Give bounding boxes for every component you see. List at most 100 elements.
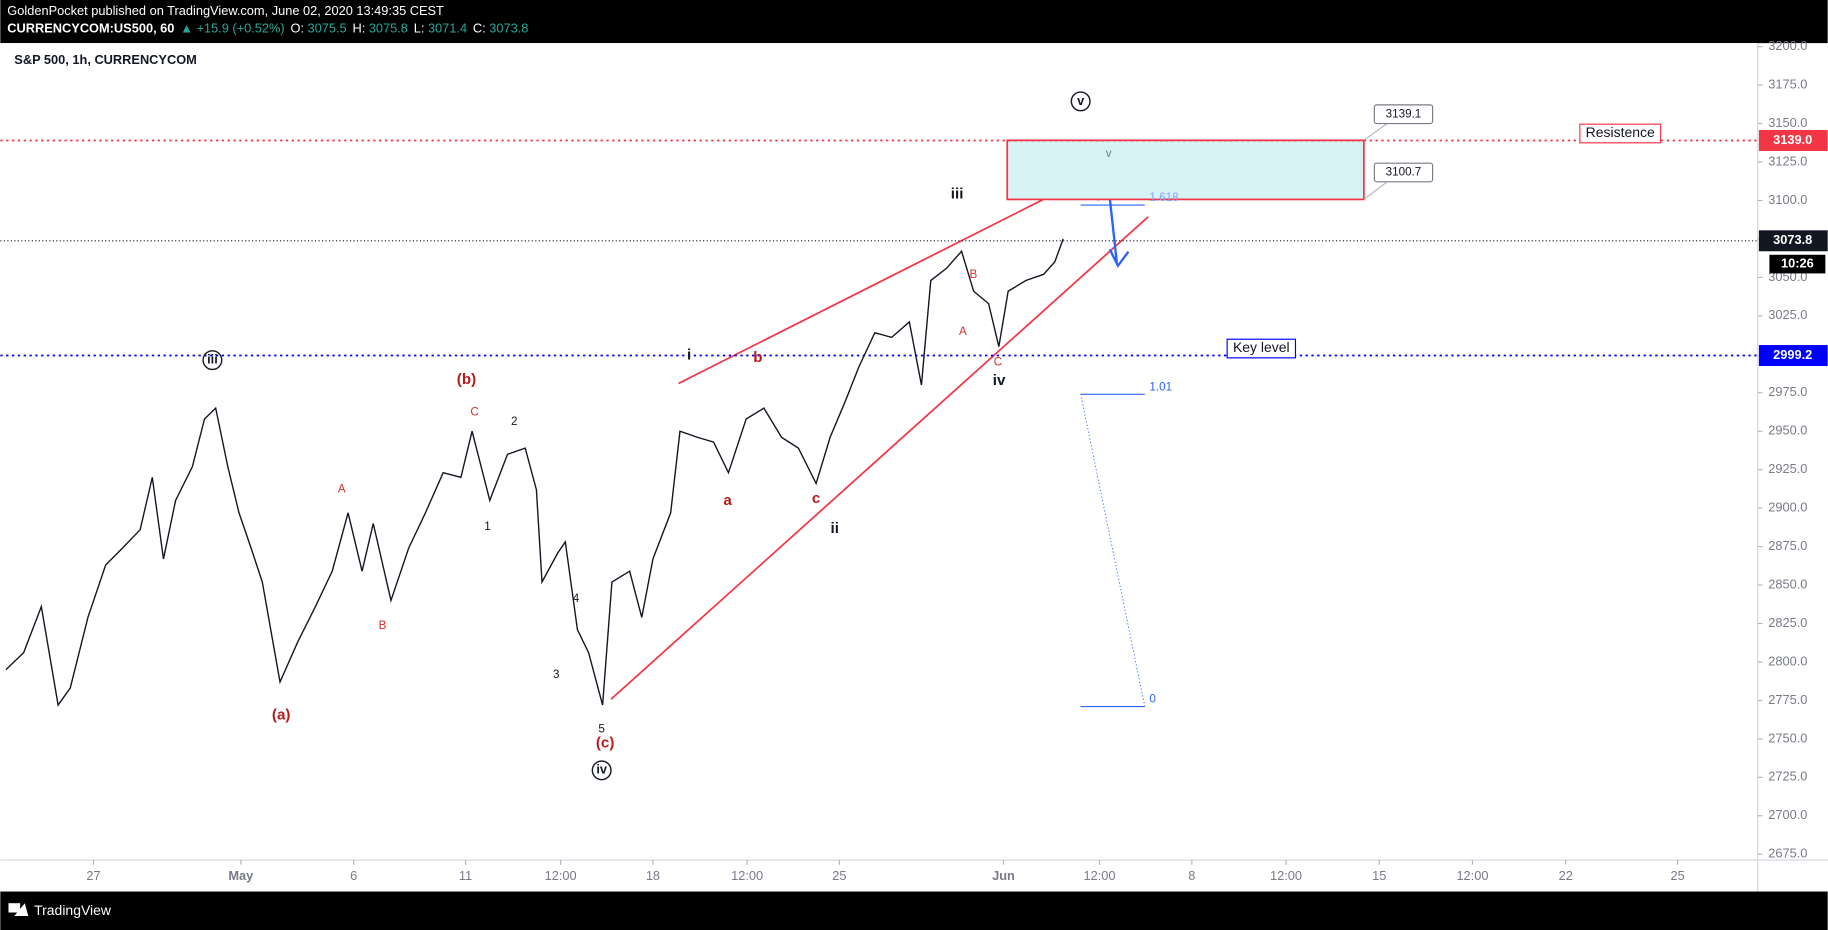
header-bar bbox=[0, 0, 1828, 44]
wave-label: iii bbox=[207, 352, 218, 367]
fib-label: 1.01 bbox=[1149, 380, 1172, 393]
wave-label: iv bbox=[596, 762, 608, 777]
ohlc-label: C: bbox=[473, 21, 486, 36]
wave-label: C bbox=[994, 356, 1002, 369]
ohlc-label: H: bbox=[352, 21, 365, 36]
wave-label: b bbox=[753, 349, 762, 366]
y-tick-label: 3150.0 bbox=[1768, 115, 1807, 130]
y-tick-label: 2800.0 bbox=[1768, 653, 1807, 668]
y-tick-label: 2725.0 bbox=[1768, 769, 1807, 784]
x-tick-label: Jun bbox=[992, 868, 1015, 883]
level-text: Resistence bbox=[1586, 124, 1655, 140]
wave-label: 3 bbox=[553, 668, 559, 681]
x-tick-label: 8 bbox=[1188, 868, 1195, 883]
wave-label: 5 bbox=[598, 723, 604, 736]
countdown-box bbox=[1769, 254, 1826, 274]
ohlc-value: 3073.8 bbox=[489, 21, 528, 36]
callout-pointer bbox=[1363, 123, 1388, 141]
x-tick-label: 27 bbox=[86, 868, 100, 883]
wave-circle bbox=[202, 350, 223, 371]
wave-label: A bbox=[338, 483, 346, 496]
chart-title: S&P 500, 1h, CURRENCYCOM bbox=[14, 52, 197, 67]
y-tick-label: 3100.0 bbox=[1768, 192, 1807, 207]
header-change: ▲ +15.9 (+0.52%) bbox=[180, 21, 284, 36]
wedge-upper bbox=[678, 188, 1065, 385]
callout-box bbox=[1373, 104, 1434, 125]
y-tick-label: 2950.0 bbox=[1768, 423, 1807, 438]
price-label: 2999.2 bbox=[1773, 347, 1812, 362]
wave-label: C bbox=[470, 406, 478, 419]
footer-logo bbox=[8, 903, 29, 917]
x-tick-label: 25 bbox=[1670, 868, 1684, 883]
arrow-head bbox=[1108, 248, 1130, 268]
ohlc-label: O: bbox=[291, 21, 305, 36]
y-tick-label: 2825.0 bbox=[1768, 615, 1807, 630]
wave-label: 4 bbox=[573, 592, 580, 605]
fib-label: 0 bbox=[1149, 693, 1156, 706]
y-tick-label: 2775.0 bbox=[1768, 692, 1807, 707]
wave-label: B bbox=[379, 619, 387, 632]
x-tick-label: 6 bbox=[350, 868, 357, 883]
wave-label: ii bbox=[831, 520, 839, 537]
x-tick-label: 22 bbox=[1559, 868, 1573, 883]
header-symbol: CURRENCYCOM:US500, 60 bbox=[7, 21, 174, 36]
wave-label: (a) bbox=[272, 707, 291, 724]
wave-circle bbox=[591, 760, 612, 781]
callout-label: 3100.7 bbox=[1386, 166, 1422, 179]
wave-circle bbox=[1070, 91, 1091, 112]
level-text: Key level bbox=[1233, 339, 1290, 355]
fib-diagonal bbox=[1080, 393, 1146, 707]
x-tick-label: 12:00 bbox=[1270, 868, 1302, 883]
target-zone bbox=[1006, 139, 1365, 201]
fib-label: 1.618 bbox=[1149, 191, 1178, 204]
wave-label: v bbox=[1077, 93, 1085, 108]
level-text-box bbox=[1579, 123, 1662, 144]
price-label-box bbox=[1758, 230, 1828, 252]
y-tick-label: 2875.0 bbox=[1768, 538, 1807, 553]
wave-label: A bbox=[959, 325, 967, 338]
y-tick-label: 2850.0 bbox=[1768, 576, 1807, 591]
ohlc-value: 3071.4 bbox=[428, 21, 467, 36]
x-tick-label: 12:00 bbox=[1456, 868, 1488, 883]
ohlc-label: L: bbox=[414, 21, 425, 36]
x-tick-label: 12:00 bbox=[1084, 868, 1116, 883]
price-label-box bbox=[1758, 130, 1828, 151]
wave-label: a bbox=[723, 492, 732, 509]
level-text-box bbox=[1226, 338, 1297, 359]
footer-brand: TradingView bbox=[34, 902, 112, 918]
x-tick-label: 18 bbox=[646, 868, 660, 883]
callout-label: 3139.1 bbox=[1386, 107, 1422, 120]
wave-label: 2 bbox=[511, 415, 517, 428]
price-label: 3139.0 bbox=[1773, 132, 1812, 147]
wedge-lower bbox=[610, 216, 1149, 700]
footer-bar bbox=[0, 891, 1828, 930]
y-tick-label: 3025.0 bbox=[1768, 307, 1807, 322]
x-tick-label: May bbox=[228, 868, 254, 883]
y-tick-label: 3125.0 bbox=[1768, 153, 1807, 168]
y-tick-label: 2925.0 bbox=[1768, 461, 1807, 476]
x-tick-label: 12:00 bbox=[545, 868, 577, 883]
plot-area bbox=[0, 43, 1758, 861]
callout-box bbox=[1373, 162, 1434, 183]
wave-label: i bbox=[687, 346, 691, 363]
price-label-box bbox=[1758, 345, 1828, 367]
ohlc-value: 3075.5 bbox=[308, 21, 347, 36]
wave-label: iii bbox=[951, 186, 964, 203]
x-tick-label: 15 bbox=[1372, 868, 1386, 883]
ohlc-value: 3075.8 bbox=[369, 21, 408, 36]
countdown: 10:26 bbox=[1781, 255, 1814, 270]
y-tick-label: 2750.0 bbox=[1768, 730, 1807, 745]
y-tick-label: 2900.0 bbox=[1768, 500, 1807, 515]
logo-mark bbox=[8, 903, 21, 913]
logo-mark bbox=[14, 903, 29, 917]
price-label: 3073.8 bbox=[1773, 232, 1812, 247]
y-tick-label: 3175.0 bbox=[1768, 77, 1807, 92]
price-line bbox=[5, 238, 1064, 707]
y-tick-label: 3200.0 bbox=[1768, 38, 1807, 53]
y-tick-label: 2700.0 bbox=[1768, 807, 1807, 822]
wave-label: B bbox=[970, 268, 978, 281]
wave-label: iv bbox=[993, 372, 1006, 389]
wave-label: 1 bbox=[484, 520, 490, 533]
x-tick-label: 25 bbox=[832, 868, 846, 883]
